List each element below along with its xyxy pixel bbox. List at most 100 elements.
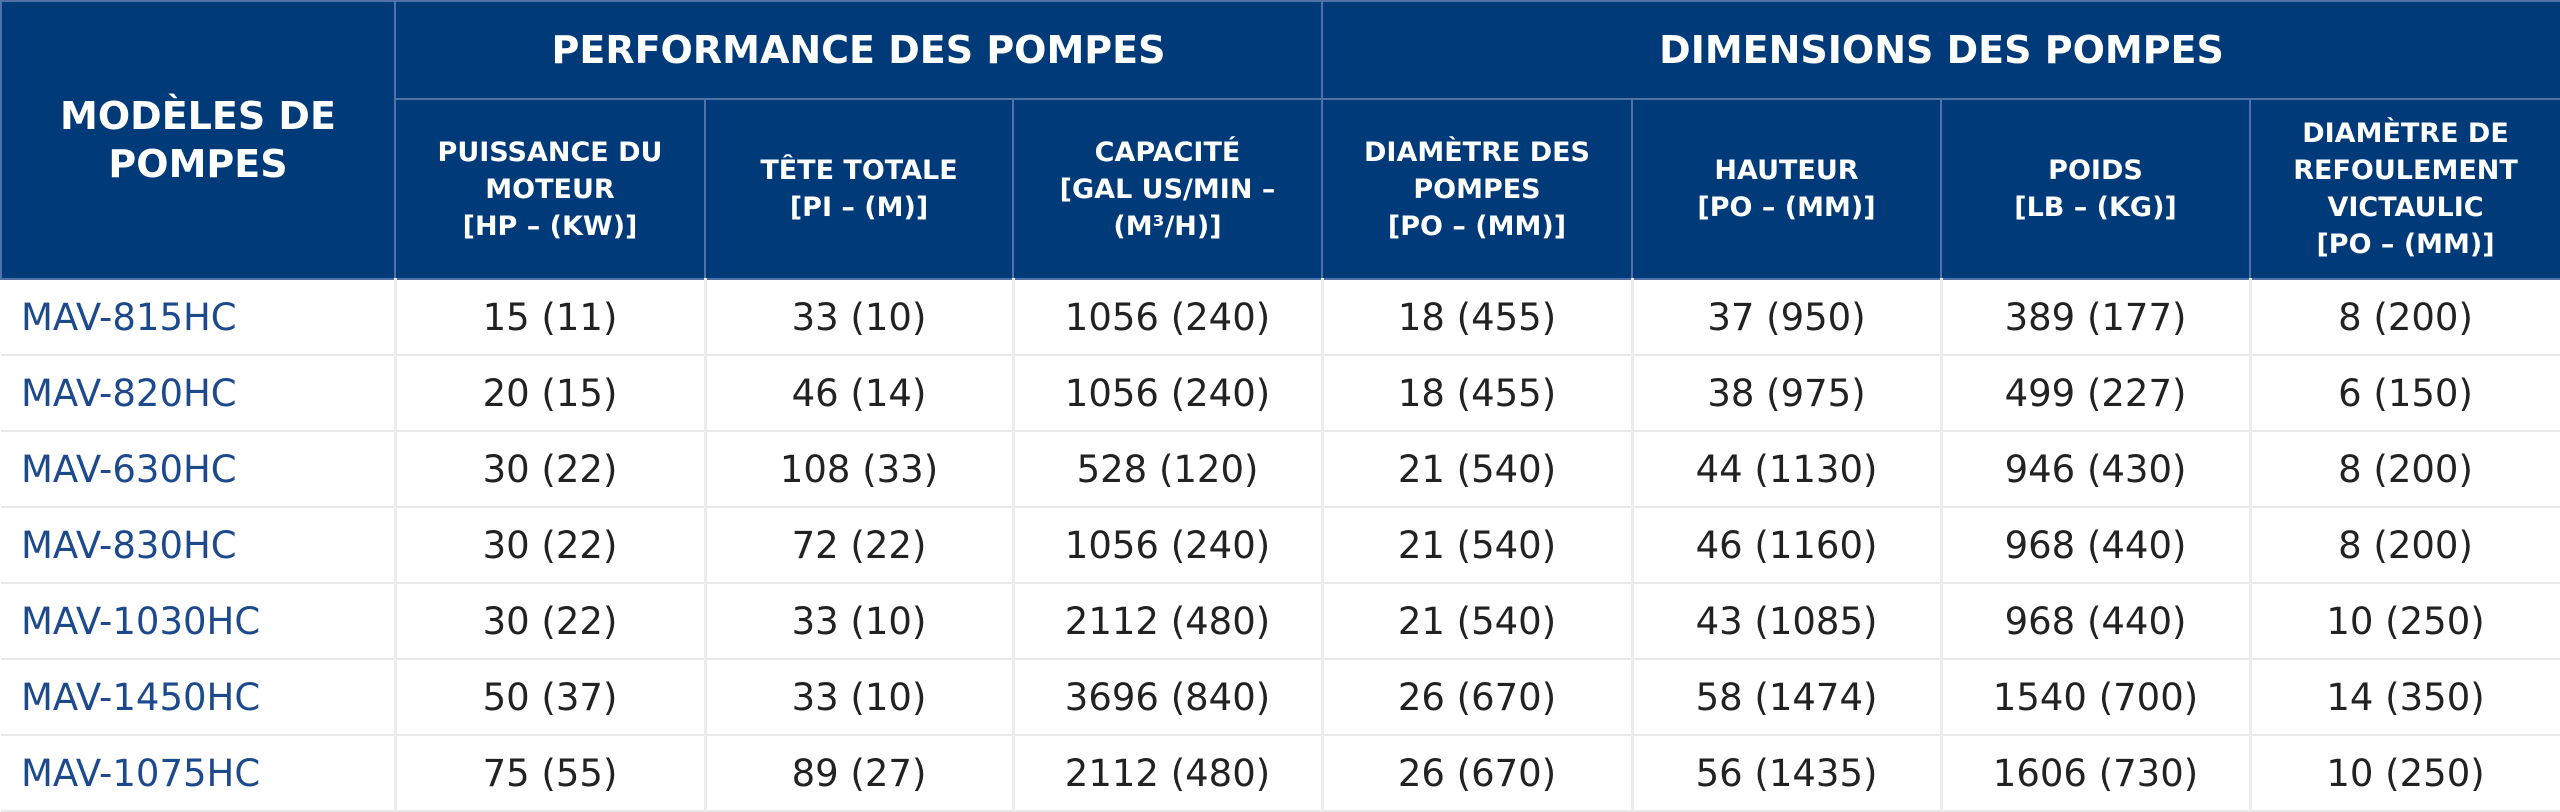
cell-value: 108 (33) <box>705 431 1015 508</box>
table-row: MAV-815HC 15 (11) 33 (10) 1056 (240) 18 (455… <box>1 279 2560 356</box>
column-header: TÊTE TOTALE [PI – (M)] <box>704 98 1014 280</box>
header-line: DIAMÈTRE DE <box>2302 118 2509 149</box>
model-name: MAV-830HC <box>1 507 397 584</box>
cell-value: 44 (1130) <box>1632 431 1943 508</box>
header-line: REFOULEMENT <box>2293 155 2518 186</box>
cell-value: 389 (177) <box>1941 279 2252 356</box>
column-header: HAUTEUR [PO – (MM)] <box>1631 98 1942 280</box>
cell-value: 26 (670) <box>1322 659 1634 736</box>
cell-value: 2112 (480) <box>1013 735 1324 812</box>
cell-value: 1056 (240) <box>1013 507 1324 584</box>
cell-value: 3696 (840) <box>1013 659 1324 736</box>
cell-value: 968 (440) <box>1941 583 2252 660</box>
cell-value: 58 (1474) <box>1632 659 1943 736</box>
cell-value: 50 (37) <box>395 659 707 736</box>
header-line: [HP – (KW)] <box>462 210 638 242</box>
cell-value: 56 (1435) <box>1632 735 1943 812</box>
header-line: [PO – (MM)] <box>1697 192 1876 223</box>
cell-value: 1056 (240) <box>1013 355 1324 432</box>
cell-value: 89 (27) <box>705 735 1015 812</box>
cell-value: 43 (1085) <box>1632 583 1943 660</box>
model-header: MODÈLES DE POMPES <box>0 0 396 280</box>
cell-value: 21 (540) <box>1322 431 1634 508</box>
model-name: MAV-815HC <box>1 279 397 356</box>
header-line: HAUTEUR <box>1714 155 1859 186</box>
cell-value: 21 (540) <box>1322 583 1634 660</box>
cell-value: 75 (55) <box>395 735 707 812</box>
cell-value: 33 (10) <box>705 659 1015 736</box>
header-line: VICTAULIC <box>2327 192 2484 223</box>
group-header: DIMENSIONS DES POMPES <box>1320 0 2560 100</box>
cell-value: 15 (11) <box>395 279 707 356</box>
cell-value: 72 (22) <box>705 507 1015 584</box>
cell-value: 37 (950) <box>1632 279 1943 356</box>
table-row: MAV-630HC 30 (22) 108 (33) 528 (120) 21 (540… <box>1 431 2560 508</box>
header-line: [PO – (MM)] <box>1387 210 1567 242</box>
header-line: [PI – (M)] <box>789 192 929 223</box>
cell-value: 33 (10) <box>705 279 1015 356</box>
table-row: MAV-1030HC 30 (22) 33 (10) 2112 (480) 21 (54… <box>1 583 2560 660</box>
table-body: MAV-815HC 15 (11) 33 (10) 1056 (240) 18 (455… <box>1 279 2560 812</box>
table-row: MAV-1075HC 75 (55) 89 (27) 2112 (480) 26 (67… <box>1 735 2560 812</box>
cell-value: 18 (455) <box>1322 355 1634 432</box>
cell-value: 6 (150) <box>2250 355 2560 432</box>
cell-value: 10 (250) <box>2250 583 2560 660</box>
header-line: [GAL US/MIN – <box>1059 173 1276 205</box>
cell-value: 46 (1160) <box>1632 507 1943 584</box>
cell-value: 10 (250) <box>2250 735 2560 812</box>
cell-value: 30 (22) <box>395 583 707 660</box>
cell-value: 2112 (480) <box>1013 583 1324 660</box>
cell-value: 1056 (240) <box>1013 279 1324 356</box>
cell-value: 499 (227) <box>1941 355 2252 432</box>
cell-value: 968 (440) <box>1941 507 2252 584</box>
header-line: POMPES <box>108 142 288 186</box>
column-header: CAPACITÉ [GAL US/MIN – (M³/H)] <box>1012 98 1323 280</box>
header-line: PUISSANCE DU <box>437 136 663 168</box>
cell-value: 528 (120) <box>1013 431 1324 508</box>
header-line: CAPACITÉ <box>1094 136 1241 168</box>
header-line: POIDS <box>2048 155 2143 186</box>
model-name: MAV-1450HC <box>1 659 397 736</box>
table-row: MAV-1450HC 50 (37) 33 (10) 3696 (840) 26 (67… <box>1 659 2560 736</box>
header-row: MODÈLES DE POMPES PERFORMANCE DES POMPES DI… <box>0 0 2560 280</box>
column-header: POIDS [LB – (KG)] <box>1940 98 2251 280</box>
table-header: MODÈLES DE POMPES PERFORMANCE DES POMPES DI… <box>0 0 2560 280</box>
header-row: PUISSANCE DU MOTEUR [HP – (KW)] TÊTE TOTALE… <box>1 98 2560 280</box>
table-row: MAV-830HC 30 (22) 72 (22) 1056 (240) 21 (540… <box>1 507 2560 584</box>
header-line: MODÈLES DE <box>60 94 336 138</box>
cell-value: 1606 (730) <box>1941 735 2252 812</box>
column-header: DIAMÈTRE DES POMPES [PO – (MM)] <box>1321 98 1633 280</box>
header-line: DIAMÈTRE DES <box>1363 136 1591 168</box>
model-name: MAV-820HC <box>1 355 397 432</box>
cell-value: 14 (350) <box>2250 659 2560 736</box>
cell-value: 38 (975) <box>1632 355 1943 432</box>
cell-value: 20 (15) <box>395 355 707 432</box>
column-header: DIAMÈTRE DE REFOULEMENT VICTAULIC [PO – (MM… <box>2248 98 2560 280</box>
cell-value: 26 (670) <box>1322 735 1634 812</box>
header-line: (M³/H)] <box>1113 210 1222 242</box>
cell-value: 18 (455) <box>1322 279 1634 356</box>
cell-value: 30 (22) <box>395 431 707 508</box>
cell-value: 46 (14) <box>705 355 1015 432</box>
header-line: [LB – (KG)] <box>2014 192 2177 223</box>
cell-value: 8 (200) <box>2250 431 2560 508</box>
table-row: MAV-820HC 20 (15) 46 (14) 1056 (240) 18 (455… <box>1 355 2560 432</box>
cell-value: 1540 (700) <box>1941 659 2252 736</box>
header-line: TÊTE TOTALE <box>760 155 958 186</box>
model-name: MAV-1075HC <box>1 735 397 812</box>
header-line: MOTEUR <box>485 173 615 205</box>
header-line: POMPES <box>1413 173 1541 205</box>
header-line: [PO – (MM)] <box>2316 229 2495 260</box>
cell-value: 21 (540) <box>1322 507 1634 584</box>
group-header: PERFORMANCE DES POMPES <box>394 0 1323 100</box>
cell-value: 30 (22) <box>395 507 707 584</box>
cell-value: 8 (200) <box>2250 507 2560 584</box>
cell-value: 8 (200) <box>2250 279 2560 356</box>
cell-value: 946 (430) <box>1941 431 2252 508</box>
column-header: PUISSANCE DU MOTEUR [HP – (KW)] <box>394 98 706 280</box>
model-name: MAV-1030HC <box>1 583 397 660</box>
cell-value: 33 (10) <box>705 583 1015 660</box>
model-name: MAV-630HC <box>1 431 397 508</box>
